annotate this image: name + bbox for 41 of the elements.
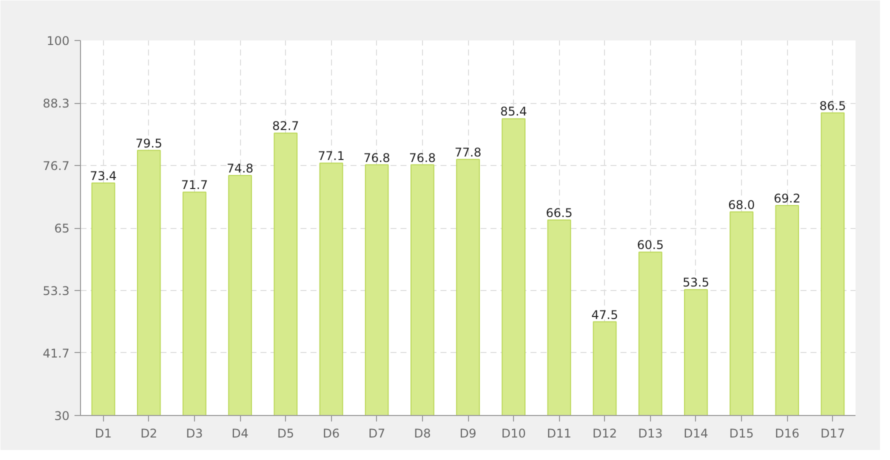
y-tick-label: 30 [54,409,70,423]
data-label: 85.4 [500,104,527,119]
data-label: 53.5 [682,276,710,290]
x-tick-label: D7 [368,426,386,440]
x-tick-label: D13 [638,426,663,440]
data-label: 69.2 [774,192,800,206]
x-tick-label: D8 [414,426,431,440]
x-tick-label: D10 [501,426,526,440]
data-label: 74.8 [226,162,254,176]
data-label: 82.7 [272,119,300,134]
data-label: 68.0 [728,198,755,212]
x-tick-label: D4 [232,426,248,440]
data-label: 76.8 [409,150,436,165]
x-tick-label: D9 [460,426,476,440]
x-tick-label: D12 [592,426,618,440]
data-label: 77.1 [318,149,345,164]
y-tick-label: 53.3 [42,284,70,298]
data-label: 66.5 [546,206,573,220]
y-tick-label: 41.7 [42,346,70,360]
data-label: 73.4 [90,169,117,183]
data-label: 76.8 [363,150,390,165]
data-label: 71.7 [181,178,208,192]
y-tick-label: 88.3 [42,96,70,110]
data-label: 60.5 [636,238,664,252]
y-tick-label: 76.7 [42,159,70,173]
x-tick-label: D15 [729,426,754,440]
y-tick-label: 100 [46,34,70,48]
x-tick-label: D17 [820,426,845,440]
x-tick-label: D2 [140,426,158,440]
x-tick-label: D3 [186,426,203,440]
data-label: 86.5 [819,98,846,113]
x-tick-label: D14 [684,426,708,440]
x-tick-label: D16 [774,426,800,440]
x-tick-label: D11 [546,426,572,440]
x-tick-label: D6 [322,426,340,440]
y-tick-label: 65 [54,222,70,236]
x-tick-label: D5 [277,426,294,440]
x-tick-label: D1 [94,426,112,440]
data-label: 77.8 [454,145,482,160]
data-label: 79.5 [136,136,162,150]
data-label: 47.5 [591,308,618,322]
